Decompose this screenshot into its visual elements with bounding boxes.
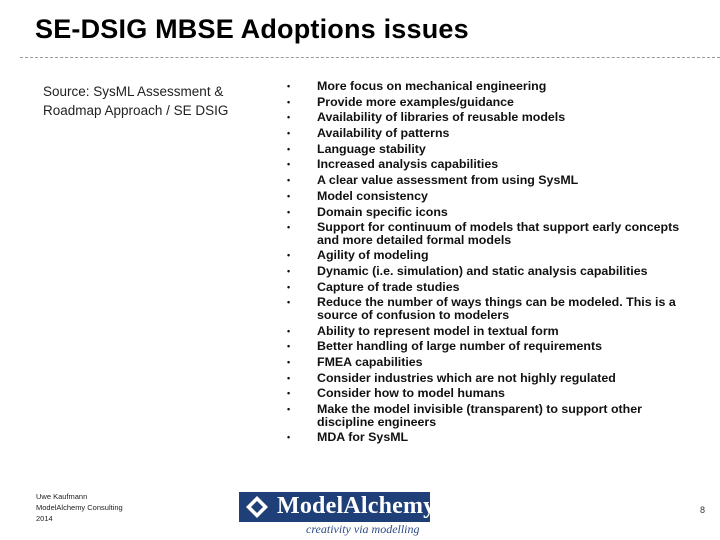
list-item-text: Increased analysis capabilities <box>317 157 499 172</box>
list-item-text: FMEA capabilities <box>317 355 423 369</box>
list-item-text: Model consistency <box>317 188 428 203</box>
bullet-icon: • <box>287 297 291 308</box>
list-item: • Support for continuum of models that su… <box>284 221 684 246</box>
list-item-text: More focus on mechanical engineering <box>317 79 547 93</box>
source-note: Source: SysML Assessment & Roadmap Appro… <box>43 84 229 118</box>
list-item-text: Reduce the number of ways things can be … <box>317 295 676 322</box>
list-item: • Availability of libraries of reusable m… <box>284 111 684 124</box>
bullet-icon: • <box>287 222 291 233</box>
list-item: • Domain specific icons <box>284 204 684 219</box>
modelalchemy-logo: ModelAlchemy <box>239 492 435 522</box>
list-item-text: Capture of trade studies <box>317 279 460 294</box>
list-item: • Make the model invisible (transparent) … <box>284 403 684 428</box>
footer-author: Uwe Kaufmann <box>36 492 88 501</box>
list-item-text: Support for continuum of models that sup… <box>317 220 680 247</box>
footer-credits: Uwe Kaufmann ModelAlchemy Consulting 201… <box>36 491 123 524</box>
bullet-icon: • <box>287 159 291 170</box>
list-item-text: Make the model invisible (transparent) t… <box>317 402 642 429</box>
list-item: • Dynamic (i.e. simulation) and static an… <box>284 265 684 278</box>
bullet-icon: • <box>287 112 291 123</box>
list-item-text: Consider industries which are not highly… <box>317 370 616 385</box>
list-item: • Reduce the number of ways things can be… <box>284 296 684 321</box>
list-item: • More focus on mechanical engineering <box>284 80 684 93</box>
bullet-icon: • <box>287 190 291 201</box>
bullet-icon: • <box>287 388 291 399</box>
list-item-text: A clear value assessment from using SysM… <box>317 173 579 188</box>
list-item-text: MDA for SysML <box>317 430 409 445</box>
logo-tagline: creativity via modelling <box>306 522 420 536</box>
bullet-icon: • <box>287 432 291 443</box>
bullet-icon: • <box>287 175 291 186</box>
list-item-text: Language stability <box>317 141 426 156</box>
bullet-icon: • <box>287 128 291 139</box>
list-item: • Increased analysis capabilities <box>284 158 684 171</box>
list-item-text: Ability to represent model in textual fo… <box>317 323 559 338</box>
logo-wordmark: ModelAlchemy <box>277 493 436 519</box>
list-item: • Provide more examples/guidance <box>284 94 684 109</box>
bullet-icon: • <box>287 266 291 277</box>
footer-year: 2014 <box>36 514 53 523</box>
bullet-icon: • <box>287 96 291 107</box>
list-item: • Ability to represent model in textual f… <box>284 323 684 338</box>
list-item-text: Provide more examples/guidance <box>317 94 514 109</box>
page-number: 8 <box>700 505 706 515</box>
list-item: • Consider how to model humans <box>284 387 684 400</box>
list-item: • Better handling of large number of requ… <box>284 340 684 353</box>
list-item: • FMEA capabilities <box>284 356 684 369</box>
bullet-icon: • <box>287 404 291 415</box>
list-item-text: Availability of patterns <box>317 126 450 141</box>
list-item-text: Agility of modeling <box>317 248 429 263</box>
diamond-logo-icon <box>245 495 269 519</box>
list-item: • Model consistency <box>284 190 684 203</box>
list-item-text: Consider how to model humans <box>317 386 505 401</box>
list-item: • Capture of trade studies <box>284 281 684 294</box>
list-item: • MDA for SysML <box>284 431 684 444</box>
list-item: • Availability of patterns <box>284 127 684 140</box>
list-item-text: Availability of libraries of reusable mo… <box>317 110 566 125</box>
bullet-icon: • <box>287 250 291 261</box>
bullet-icon: • <box>287 281 291 292</box>
list-item: • Agility of modeling <box>284 249 684 262</box>
bullet-icon: • <box>287 372 291 383</box>
bullet-icon: • <box>287 143 291 154</box>
slide-title: SE-DSIG MBSE Adoptions issues <box>35 14 469 44</box>
bullet-icon: • <box>287 357 291 367</box>
list-item-text: Domain specific icons <box>317 204 448 219</box>
bullet-icon: • <box>287 81 291 91</box>
list-item-text: Better handling of large number of requi… <box>317 339 603 354</box>
bullet-icon: • <box>287 325 291 336</box>
bullet-icon: • <box>287 206 291 217</box>
footer-company: ModelAlchemy Consulting <box>36 503 123 512</box>
list-item: • Consider industries which are not highl… <box>284 370 684 385</box>
issues-list: • More focus on mechanical engineering • P… <box>284 80 684 447</box>
list-item-text: Dynamic (i.e. simulation) and static ana… <box>317 264 648 279</box>
bullet-icon: • <box>287 341 291 352</box>
list-item: • Language stability <box>284 143 684 156</box>
title-divider <box>20 57 720 58</box>
list-item: • A clear value assessment from using Sys… <box>284 174 684 187</box>
